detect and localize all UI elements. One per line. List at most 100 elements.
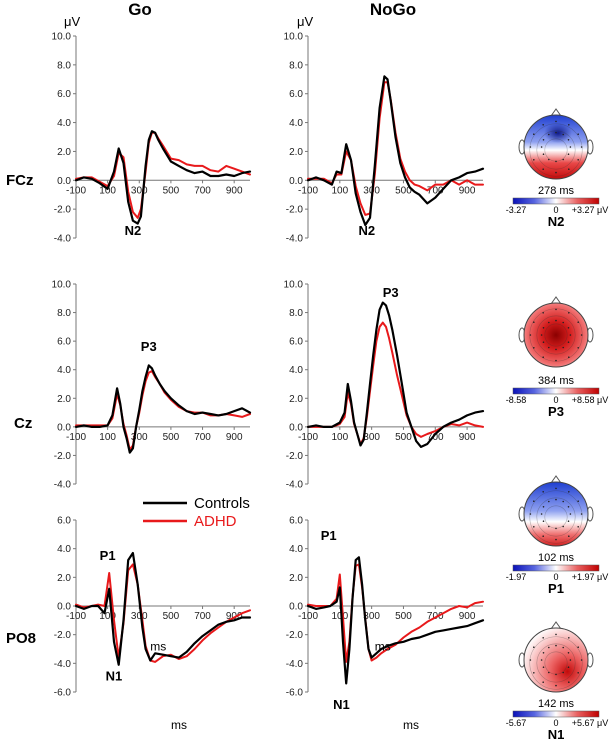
panel-fcz-go: 10.0 8.0 6.0 4.0 2.0 0.0 -2.0 -4.0 -100 100 300 500… xyxy=(52,32,252,245)
topomap-time: 384 ms xyxy=(538,375,575,387)
electrode-dot xyxy=(533,646,535,648)
colorbar xyxy=(512,387,600,395)
electrode-dot xyxy=(562,321,564,324)
panel-po8-nogo: 6.04.02.00.0-2.0-4.0-6.0-100 100 300 500 700… xyxy=(286,516,485,712)
topomap-time: 278 ms xyxy=(538,185,575,197)
electrode-dot xyxy=(567,520,570,522)
electrode-dot xyxy=(568,312,570,314)
x-tick-label: 900 xyxy=(459,185,476,196)
electrode-dot xyxy=(555,120,557,123)
electrode-dot xyxy=(555,673,557,676)
y-tick-label: -4.0 xyxy=(286,480,304,491)
electrode-dot xyxy=(569,146,572,148)
electrode-dot xyxy=(540,334,543,336)
y-tick-label: 0.0 xyxy=(57,422,71,433)
electrode-dot xyxy=(555,538,557,541)
electrode-dot xyxy=(567,652,570,654)
colorbar-zero: 0 xyxy=(553,395,558,405)
electrode-dot xyxy=(568,681,570,683)
electrode-dot xyxy=(542,652,545,654)
electrode-dot xyxy=(555,644,557,647)
electrode-dot xyxy=(580,513,583,515)
y-tick-label: 2.0 xyxy=(57,394,71,405)
y-tick-label: -2.0 xyxy=(54,451,72,462)
x-tick-label: -100 xyxy=(66,185,86,196)
colorbar-zero: 0 xyxy=(553,718,558,728)
electrode-dot xyxy=(548,525,550,528)
electrode-dot xyxy=(568,637,570,639)
colorbar-zero: 0 xyxy=(553,205,558,215)
y-tick-label: 4.0 xyxy=(289,118,303,129)
y-tick-label: 4.0 xyxy=(289,544,303,555)
panel-fcz-nogo: 10.08.06.04.02.00.0-2.0-4.0-100 100 300 500… xyxy=(284,32,485,245)
y-tick-label: -2.0 xyxy=(286,630,304,641)
x-tick-label: 500 xyxy=(395,185,412,196)
scalp-contour xyxy=(536,643,576,683)
electrode-dot xyxy=(569,334,572,336)
electrode-dot xyxy=(555,348,557,351)
electrode-dot xyxy=(569,513,572,515)
x-tick-label: -100 xyxy=(66,611,86,622)
electrode-dot xyxy=(567,153,570,155)
electrode-dot xyxy=(577,526,579,528)
scalp-contour xyxy=(529,490,583,544)
electrode-dot xyxy=(567,506,570,508)
y-tick-label: 6.0 xyxy=(289,337,303,348)
electrode-dot xyxy=(568,168,570,170)
unit-label-go: μV xyxy=(64,14,80,29)
colorbar-max: +1.97 μV xyxy=(572,572,608,582)
y-tick-label: 0.0 xyxy=(57,176,71,187)
colorbar-max: +3.27 μV xyxy=(572,205,608,215)
electrode-dot xyxy=(562,133,564,136)
head-nose xyxy=(550,621,562,630)
annotation-p3: P3 xyxy=(141,339,157,354)
electrode-dot xyxy=(529,513,532,515)
electrode-dot xyxy=(548,346,550,349)
y-tick-label: 2.0 xyxy=(289,147,303,158)
y-tick-label: 8.0 xyxy=(57,308,71,319)
y-tick-label: 8.0 xyxy=(289,60,303,71)
series-line-controls xyxy=(306,75,485,227)
electrode-dot xyxy=(540,146,543,148)
topomap-component: P1 xyxy=(548,581,564,596)
electrode-dot xyxy=(562,158,564,161)
y-tick-label: 4.0 xyxy=(289,365,303,376)
topomap-n2: 278 ms -3.27 0 +3.27 μV N2 xyxy=(506,108,608,229)
electrode-dot xyxy=(542,637,544,639)
series-line-controls xyxy=(74,551,252,666)
electrode-dot xyxy=(580,659,583,661)
electrode-dot xyxy=(548,321,550,324)
electrode-dot xyxy=(533,133,535,135)
x-axis-title-go: ms xyxy=(171,718,187,732)
x-tick-label: 700 xyxy=(194,185,211,196)
topomap-time: 102 ms xyxy=(538,552,575,564)
y-tick-label: 10.0 xyxy=(52,280,72,291)
y-tick-label: -2.0 xyxy=(54,630,72,641)
x-tick-label: 900 xyxy=(459,611,476,622)
electrode-dot xyxy=(577,321,579,324)
electrode-dot xyxy=(533,672,535,674)
topomap-n1: 142 ms -5.67 0 +5.67 μV N1 xyxy=(506,621,608,739)
annotation-p1: P1 xyxy=(321,528,337,543)
electrode-dot xyxy=(577,347,579,349)
scalp-contour xyxy=(544,323,568,347)
colorbar-zero: 0 xyxy=(553,572,558,582)
x-tick-label: -100 xyxy=(298,432,318,443)
column-title-go: Go xyxy=(128,0,152,19)
electrode-dot xyxy=(548,646,550,649)
electrode-dot xyxy=(542,666,545,668)
electrode-dot xyxy=(529,334,532,336)
head-nose xyxy=(550,108,562,117)
series-line-controls xyxy=(74,364,252,454)
annotation-n1: N1 xyxy=(333,697,350,712)
y-tick-label: -6.0 xyxy=(286,688,304,699)
colorbar-min: -8.58 xyxy=(506,395,527,405)
electrode-dot xyxy=(542,681,544,683)
electrode-dot xyxy=(562,671,564,674)
row-label-po8: PO8 xyxy=(6,630,36,647)
series-line-adhd xyxy=(307,563,484,663)
scalp-map xyxy=(523,481,589,547)
electrode-dot xyxy=(555,487,557,490)
electrode-dot xyxy=(555,633,557,636)
